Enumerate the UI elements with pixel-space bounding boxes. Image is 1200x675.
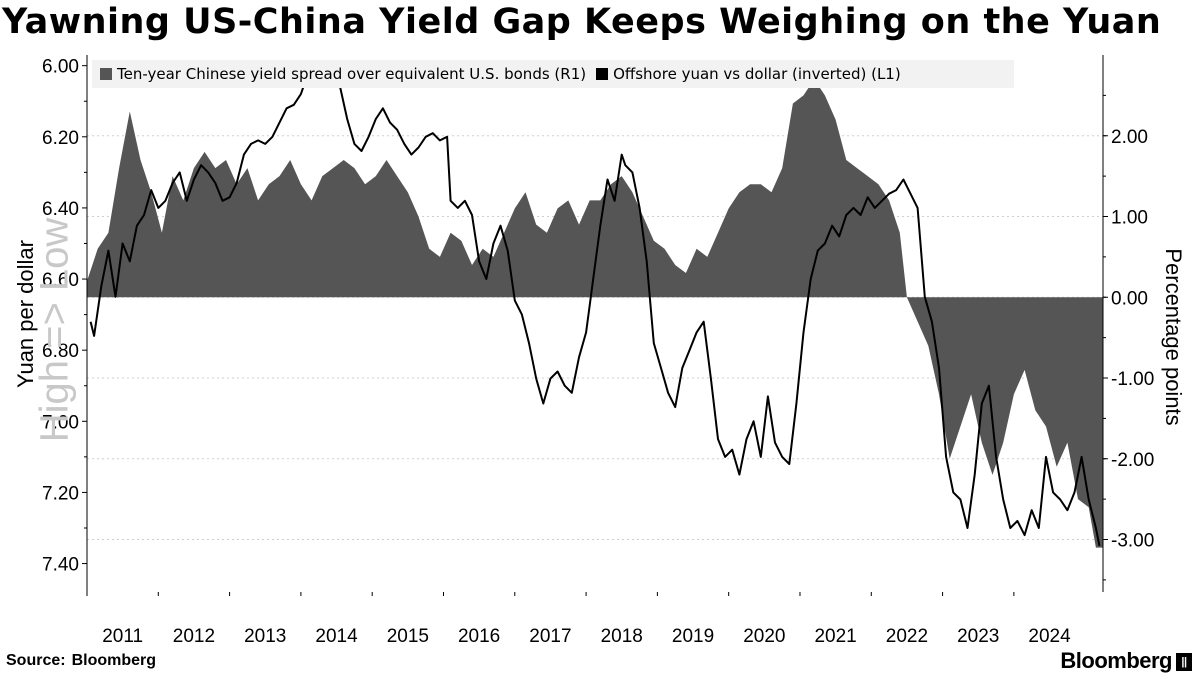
x-tick-label: 2020 [743, 626, 785, 647]
right-tick-label: -2.00 [1111, 450, 1154, 471]
chart-title: Yawning US-China Yield Gap Keeps Weighin… [2, 2, 1162, 42]
x-tick-label: 2015 [387, 626, 429, 647]
source-note: Source: Bloomberg [6, 652, 156, 670]
watermark-high-low: High => Low [32, 217, 77, 443]
yuan-line-layer [89, 75, 1101, 546]
left-tick-label: 7.40 [42, 555, 79, 576]
axes-layer: 6.00 6.20 6.40 6.60 6.80 7.00 7.20 7.40 2.00 1.00… [42, 55, 1154, 647]
spread-area-layer [87, 79, 1103, 548]
right-tick-label: 1.00 [1111, 208, 1148, 229]
x-tick-label: 2013 [244, 626, 286, 647]
x-tick-label: 2016 [458, 626, 500, 647]
x-tick-label: 2023 [957, 626, 999, 647]
bloomberg-logo: Bloomberg || [1060, 648, 1192, 674]
x-tick-label: 2014 [315, 626, 358, 647]
series-spread-area [87, 79, 1103, 548]
right-tick-label: 0.00 [1111, 288, 1148, 309]
right-tick-label: 2.00 [1111, 127, 1148, 148]
left-tick-label: 7.00 [42, 412, 79, 433]
legend-label-spread: Ten-year Chinese yield spread over equiv… [117, 65, 587, 83]
left-tick-label: 6.20 [42, 128, 79, 149]
right-tick-label: -1.00 [1111, 369, 1154, 390]
y-left-axis-label: Yuan per dollar [13, 240, 38, 388]
x-tick-label: 2018 [601, 626, 643, 647]
left-tick-label: 7.20 [42, 483, 79, 504]
legend: Ten-year Chinese yield spread over equiv… [92, 60, 1014, 88]
legend-swatch-spread [100, 68, 112, 80]
left-tick-label: 6.80 [42, 341, 79, 362]
y-right-axis-label: Percentage points [1161, 248, 1186, 426]
x-tick-label: 2019 [672, 626, 714, 647]
grid-bands [87, 135, 1103, 541]
source-value: Bloomberg [71, 652, 157, 669]
x-tick-label: 2012 [173, 626, 215, 647]
x-tick-label: 2024 [1028, 626, 1071, 647]
source-label: Source: [6, 652, 66, 669]
x-tick-label: 2017 [529, 626, 571, 647]
left-tick-label: 6.60 [42, 270, 79, 291]
x-tick-label: 2021 [814, 626, 856, 647]
legend-label-yuan: Offshore yuan vs dollar (inverted) (L1) [613, 65, 901, 83]
bloomberg-mark-icon: || [1176, 653, 1192, 672]
brand-name: Bloomberg [1060, 648, 1172, 673]
x-tick-label: 2011 [102, 626, 143, 647]
legend-swatch-yuan [596, 68, 609, 80]
right-tick-label: -3.00 [1111, 531, 1154, 552]
x-tick-label: 2022 [886, 626, 928, 647]
left-tick-label: 6.00 [42, 57, 79, 78]
series-yuan-line [89, 75, 1101, 546]
left-tick-label: 6.40 [42, 199, 79, 220]
